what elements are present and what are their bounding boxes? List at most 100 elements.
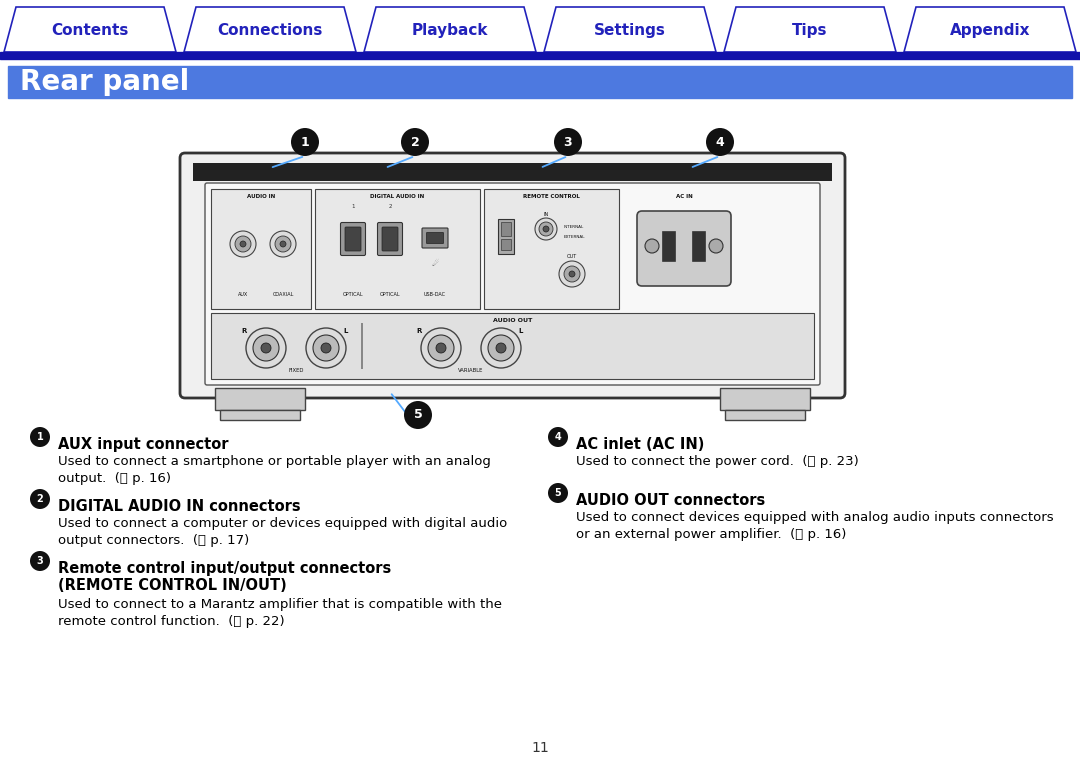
Circle shape bbox=[313, 335, 339, 361]
Circle shape bbox=[436, 343, 446, 353]
Text: AC inlet (AC IN): AC inlet (AC IN) bbox=[576, 437, 704, 452]
Circle shape bbox=[428, 335, 454, 361]
Text: output.  (❟ p. 16): output. (❟ p. 16) bbox=[58, 472, 171, 485]
FancyBboxPatch shape bbox=[205, 183, 820, 385]
Circle shape bbox=[548, 427, 568, 447]
Text: 4: 4 bbox=[555, 432, 562, 442]
FancyBboxPatch shape bbox=[340, 222, 365, 256]
Circle shape bbox=[488, 335, 514, 361]
Text: INTERNAL: INTERNAL bbox=[564, 225, 584, 229]
Bar bbox=[315, 189, 480, 309]
Text: Settings: Settings bbox=[594, 23, 666, 38]
Text: 2: 2 bbox=[410, 135, 419, 148]
Text: 1: 1 bbox=[300, 135, 309, 148]
Circle shape bbox=[706, 128, 734, 156]
Polygon shape bbox=[724, 7, 896, 52]
Text: DIGITAL AUDIO IN: DIGITAL AUDIO IN bbox=[370, 193, 424, 199]
Text: 5: 5 bbox=[555, 488, 562, 498]
Bar bbox=[720, 388, 810, 410]
Bar bbox=[0, 52, 1080, 59]
Circle shape bbox=[280, 241, 286, 247]
Text: VARIABLE: VARIABLE bbox=[458, 368, 484, 374]
Circle shape bbox=[496, 343, 507, 353]
Text: Used to connect to a Marantz amplifier that is compatible with the: Used to connect to a Marantz amplifier t… bbox=[58, 598, 502, 611]
Text: 11: 11 bbox=[531, 741, 549, 755]
Text: Rear panel: Rear panel bbox=[21, 68, 189, 96]
Text: AUX input connector: AUX input connector bbox=[58, 437, 229, 452]
Text: 3: 3 bbox=[37, 556, 43, 566]
Text: AUDIO IN: AUDIO IN bbox=[247, 193, 275, 199]
Circle shape bbox=[539, 222, 553, 236]
Text: Used to connect a computer or devices equipped with digital audio: Used to connect a computer or devices eq… bbox=[58, 517, 508, 530]
Circle shape bbox=[321, 343, 330, 353]
Text: Remote control input/output connectors: Remote control input/output connectors bbox=[58, 561, 391, 576]
Text: 3: 3 bbox=[564, 135, 572, 148]
Text: R: R bbox=[416, 328, 421, 334]
Bar bbox=[662, 231, 675, 261]
Text: USB-DAC: USB-DAC bbox=[424, 292, 446, 298]
Bar bbox=[501, 239, 511, 250]
Circle shape bbox=[261, 343, 271, 353]
Text: R: R bbox=[241, 328, 246, 334]
Circle shape bbox=[554, 128, 582, 156]
Text: COAXIAL: COAXIAL bbox=[272, 292, 294, 298]
Polygon shape bbox=[544, 7, 716, 52]
Text: ☄: ☄ bbox=[431, 260, 438, 269]
Text: 2: 2 bbox=[37, 494, 43, 504]
Text: Tips: Tips bbox=[793, 23, 827, 38]
Text: AUDIO OUT: AUDIO OUT bbox=[492, 319, 532, 323]
Bar bbox=[220, 410, 300, 420]
FancyBboxPatch shape bbox=[180, 153, 845, 398]
Circle shape bbox=[235, 236, 251, 252]
Text: remote control function.  (❟ p. 22): remote control function. (❟ p. 22) bbox=[58, 615, 285, 628]
Text: Used to connect the power cord.  (❟ p. 23): Used to connect the power cord. (❟ p. 23… bbox=[576, 455, 859, 468]
Text: Contents: Contents bbox=[52, 23, 129, 38]
Text: OPTICAL: OPTICAL bbox=[380, 292, 401, 298]
Bar bbox=[361, 323, 363, 369]
Bar bbox=[8, 66, 1072, 98]
Bar bbox=[484, 189, 619, 309]
Circle shape bbox=[30, 489, 50, 509]
Text: AUX: AUX bbox=[238, 292, 248, 298]
Text: Used to connect a smartphone or portable player with an analog: Used to connect a smartphone or portable… bbox=[58, 455, 491, 468]
FancyBboxPatch shape bbox=[378, 222, 403, 256]
Text: or an external power amplifier.  (❟ p. 16): or an external power amplifier. (❟ p. 16… bbox=[576, 528, 847, 541]
Circle shape bbox=[481, 328, 521, 368]
Circle shape bbox=[240, 241, 246, 247]
FancyBboxPatch shape bbox=[382, 227, 399, 251]
Text: Playback: Playback bbox=[411, 23, 488, 38]
Circle shape bbox=[569, 271, 575, 277]
Circle shape bbox=[30, 551, 50, 571]
Text: EXTERNAL: EXTERNAL bbox=[564, 235, 585, 239]
Circle shape bbox=[535, 218, 557, 240]
Circle shape bbox=[645, 239, 659, 253]
Circle shape bbox=[559, 261, 585, 287]
Text: DIGITAL AUDIO IN connectors: DIGITAL AUDIO IN connectors bbox=[58, 499, 300, 514]
Circle shape bbox=[404, 401, 432, 429]
FancyBboxPatch shape bbox=[637, 211, 731, 286]
Text: (REMOTE CONTROL IN/OUT): (REMOTE CONTROL IN/OUT) bbox=[58, 578, 287, 593]
Circle shape bbox=[401, 128, 429, 156]
Text: L: L bbox=[343, 328, 348, 334]
Bar bbox=[725, 410, 805, 420]
Circle shape bbox=[246, 328, 286, 368]
Circle shape bbox=[253, 335, 279, 361]
Text: FIXED: FIXED bbox=[288, 368, 303, 374]
Polygon shape bbox=[904, 7, 1076, 52]
Text: OPTICAL: OPTICAL bbox=[342, 292, 363, 298]
Bar bbox=[498, 219, 514, 254]
Circle shape bbox=[291, 128, 319, 156]
Circle shape bbox=[708, 239, 723, 253]
Circle shape bbox=[548, 483, 568, 503]
Text: Appendix: Appendix bbox=[949, 23, 1030, 38]
Polygon shape bbox=[4, 7, 176, 52]
Circle shape bbox=[543, 226, 549, 232]
Text: 5: 5 bbox=[414, 409, 422, 422]
FancyBboxPatch shape bbox=[422, 228, 448, 248]
Bar bbox=[501, 222, 511, 236]
Circle shape bbox=[270, 231, 296, 257]
Polygon shape bbox=[184, 7, 356, 52]
Text: 2: 2 bbox=[388, 205, 392, 209]
Text: Used to connect devices equipped with analog audio inputs connectors: Used to connect devices equipped with an… bbox=[576, 511, 1054, 524]
Bar bbox=[692, 231, 705, 261]
